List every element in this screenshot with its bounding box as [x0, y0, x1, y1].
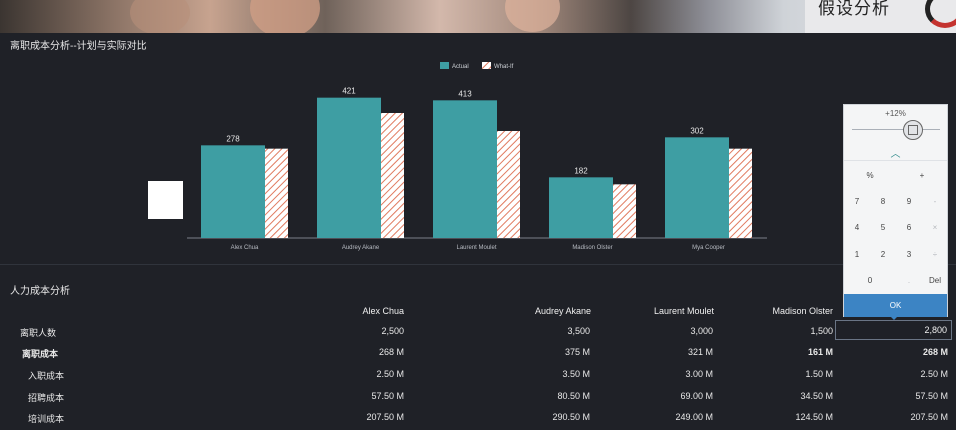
table-cell: 69.00 M: [680, 391, 713, 401]
table-cell: 80.50 M: [557, 391, 590, 401]
legend-swatch-actual: [440, 62, 449, 69]
percent-label: +12%: [885, 109, 906, 118]
data-label: 421: [342, 87, 356, 96]
x-tick-label: Audrey Akane: [342, 245, 380, 251]
table-cell: 34.50 M: [800, 391, 833, 401]
x-tick-label: Madison Olster: [572, 245, 612, 251]
bar-whatif[interactable]: [729, 148, 752, 238]
key-5[interactable]: 5: [880, 223, 886, 232]
data-label: 413: [458, 89, 472, 98]
table-cell: 3,000: [690, 326, 713, 336]
table-cell: 290.50 M: [552, 412, 590, 422]
key-7[interactable]: 7: [854, 197, 860, 206]
table-cell[interactable]: 2.50 M: [920, 369, 948, 379]
table-cell[interactable]: 207.50 M: [910, 412, 948, 422]
bar-actual[interactable]: [549, 177, 613, 238]
data-label: 278: [226, 134, 240, 143]
key-3[interactable]: 3: [906, 250, 912, 259]
table-cell: 57.50 M: [371, 391, 404, 401]
table-cell: 1,500: [810, 326, 833, 336]
key-4[interactable]: 4: [854, 223, 860, 232]
table-title: 人力成本分析: [10, 286, 70, 297]
table-cell: 1.50 M: [805, 369, 833, 379]
chevron-up-icon[interactable]: ︿: [890, 149, 901, 160]
bar-actual[interactable]: [433, 100, 497, 238]
key-percent[interactable]: %: [866, 171, 874, 180]
row-label: 招聘成本: [28, 393, 65, 403]
column-header: Madison Olster: [772, 306, 833, 316]
key-1[interactable]: 1: [854, 250, 860, 259]
table-cell: 124.50 M: [795, 412, 833, 422]
key-plus[interactable]: +: [919, 171, 925, 180]
table-cell: 375 M: [564, 347, 590, 357]
legend-swatch-whatif: [482, 62, 491, 69]
divider: [844, 160, 947, 161]
bar-whatif[interactable]: [265, 148, 288, 238]
data-label: 302: [690, 126, 704, 135]
x-tick-label: Laurent Moulet: [456, 245, 496, 251]
key-9[interactable]: 9: [906, 197, 912, 206]
table-cell[interactable]: 57.50 M: [915, 391, 948, 401]
legend-label-whatif: What-If: [494, 64, 514, 70]
legend-label-actual: Actual: [452, 64, 469, 70]
bar-whatif[interactable]: [613, 184, 636, 238]
ok-button[interactable]: OK: [844, 294, 947, 317]
what-if-calculator: +12% ︿ % + 7 8 9 - 4 5 6 × 1 2 3 ÷ 0 . D…: [843, 104, 948, 317]
column-header: Alex Chua: [362, 306, 404, 316]
row-label: 离职人数: [20, 328, 57, 338]
bar-actual[interactable]: [201, 145, 265, 238]
table-cell[interactable]: 268 M: [922, 347, 948, 357]
row-label: 培训成本: [28, 414, 65, 424]
key-divide[interactable]: ÷: [932, 250, 938, 259]
logo-mark-icon: [925, 0, 956, 28]
header-banner: 假设分析: [0, 0, 956, 33]
bar-whatif[interactable]: [381, 113, 404, 238]
key-2[interactable]: 2: [880, 250, 886, 259]
banner-title: 假设分析: [818, 0, 890, 18]
adjust-slider-handle[interactable]: [903, 120, 923, 140]
table-cell: 3.50 M: [562, 369, 590, 379]
data-label: 182: [574, 166, 588, 175]
key-minus[interactable]: -: [933, 197, 937, 206]
editing-cell[interactable]: 2,800: [835, 320, 952, 340]
banner-photo-shape: [130, 0, 190, 33]
table-cell: 2,500: [381, 326, 404, 336]
placeholder-box: [148, 181, 183, 219]
banner-photo-shape: [250, 0, 320, 33]
key-6[interactable]: 6: [906, 223, 912, 232]
table-cell: 3.00 M: [685, 369, 713, 379]
bar-whatif[interactable]: [497, 131, 520, 238]
table-cell: 2.50 M: [376, 369, 404, 379]
editing-cell-value[interactable]: 2,800: [924, 325, 947, 335]
table-cell: 3,500: [567, 326, 590, 336]
section-divider: [0, 264, 956, 265]
key-8[interactable]: 8: [880, 197, 886, 206]
chart-title: 离职成本分析--计划与实际对比: [10, 41, 147, 52]
key-0[interactable]: 0: [867, 276, 873, 285]
adjust-slider-track[interactable]: [852, 129, 940, 130]
table-cell: 321 M: [687, 347, 713, 357]
x-tick-label: Alex Chua: [231, 245, 259, 251]
key-delete[interactable]: Del: [928, 276, 941, 285]
table-cell: 207.50 M: [366, 412, 404, 422]
bar-chart: Actual What-If 278 Alex Chua 421 Audrey Akane…: [187, 62, 767, 251]
table-cell: 249.00 M: [675, 412, 713, 422]
bar-actual[interactable]: [665, 137, 729, 238]
banner-photo-shape: [505, 0, 560, 32]
key-dot[interactable]: .: [907, 276, 911, 285]
row-label: 离职成本: [22, 349, 59, 359]
column-header: Audrey Akane: [534, 306, 591, 316]
bar-actual[interactable]: [317, 97, 381, 238]
table-cell: 161 M: [807, 347, 833, 357]
column-header: Laurent Moulet: [653, 306, 714, 316]
key-times[interactable]: ×: [932, 223, 938, 232]
table-cell: 268 M: [378, 347, 404, 357]
x-tick-label: Mya Cooper: [692, 245, 725, 251]
row-label: 入职成本: [28, 371, 65, 381]
popup-pointer: [890, 316, 898, 320]
